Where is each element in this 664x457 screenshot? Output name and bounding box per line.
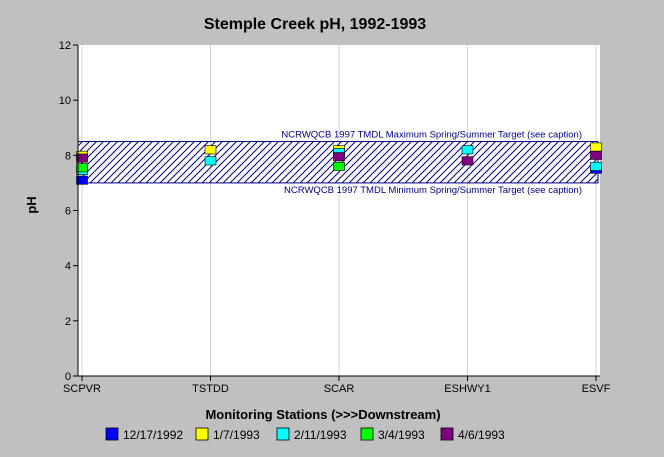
x-tick-label: SCPVR — [63, 383, 101, 395]
x-axis-title: Monitoring Stations (>>>Downstream) — [205, 407, 440, 422]
data-point — [204, 145, 217, 155]
legend-swatch — [440, 427, 454, 441]
y-tick-label: 12 — [59, 40, 71, 52]
legend-label: 4/6/1993 — [458, 428, 505, 442]
legend-swatch — [276, 427, 290, 441]
data-point — [76, 175, 88, 185]
y-tick-label: 0 — [65, 371, 71, 383]
x-tick-label: SCAR — [324, 383, 355, 395]
x-tick-label: ESHWY1 — [444, 383, 490, 395]
y-tick-label: 2 — [65, 316, 71, 328]
data-point — [76, 153, 88, 163]
y-axis-ticks: 0 2 4 6 8 10 12 — [59, 40, 78, 383]
y-tick-label: 4 — [65, 261, 71, 273]
legend-label: 3/4/1993 — [378, 428, 425, 442]
y-tick-label: 8 — [65, 150, 71, 162]
max-target-label: NCRWQCB 1997 TMDL Maximum Spring/Summer … — [281, 130, 582, 141]
legend-label: 2/11/1993 — [294, 428, 347, 442]
legend-swatch — [360, 427, 374, 441]
data-marks — [76, 142, 602, 185]
min-target-label: NCRWQCB 1997 TMDL Minimum Spring/Summer … — [284, 185, 582, 196]
data-point — [461, 145, 474, 155]
data-point — [76, 163, 88, 173]
data-point — [590, 142, 602, 152]
data-point — [590, 150, 602, 160]
data-point — [590, 161, 602, 171]
legend-label: 1/7/1993 — [213, 428, 260, 442]
y-tick-label: 6 — [65, 206, 71, 218]
legend-swatch — [105, 427, 119, 441]
y-axis-title: pH — [24, 196, 39, 213]
data-point — [461, 156, 474, 166]
legend-swatch — [195, 427, 209, 441]
y-tick-label: 10 — [59, 95, 71, 107]
grid-lines — [81, 45, 597, 376]
legend-label: 12/17/1992 — [123, 428, 183, 442]
data-point — [333, 161, 345, 171]
data-point — [204, 156, 217, 166]
x-tick-label: TSTDD — [192, 383, 229, 395]
legend: 12/17/1992 1/7/1993 2/11/1993 3/4/1993 4/6/1… — [105, 427, 505, 442]
data-point — [333, 152, 345, 162]
x-axis-ticks: SCPVR TSTDD SCAR ESHWY1 ESVF — [63, 376, 611, 395]
x-tick-label: ESVF — [582, 383, 611, 395]
chart-title: Stemple Creek pH, 1992-1993 — [204, 16, 426, 33]
